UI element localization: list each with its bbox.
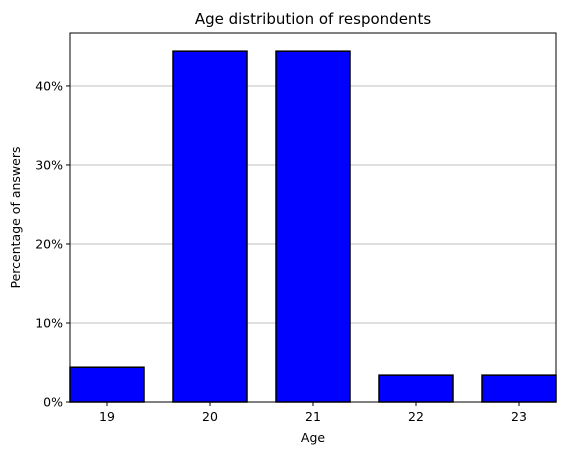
y-axis-label: Percentage of answers bbox=[8, 147, 23, 289]
x-tick-label: 19 bbox=[99, 409, 115, 424]
bar-20 bbox=[172, 50, 248, 403]
bar-22 bbox=[378, 374, 454, 403]
x-tick-label: 22 bbox=[408, 409, 424, 424]
bar-23 bbox=[481, 374, 557, 403]
y-tick-label: 40% bbox=[35, 78, 63, 93]
y-axis-ticks: 0% 10% 20% 30% 40% bbox=[35, 78, 70, 410]
bars bbox=[69, 50, 557, 403]
bar-19 bbox=[69, 366, 145, 403]
x-tick-label: 21 bbox=[305, 409, 321, 424]
x-axis-ticks: 19 20 21 22 23 bbox=[99, 402, 527, 424]
y-tick-label: 20% bbox=[35, 236, 63, 251]
y-tick-label: 10% bbox=[35, 315, 63, 330]
y-tick-label: 0% bbox=[43, 395, 63, 410]
bar-21 bbox=[275, 50, 351, 403]
x-tick-label: 23 bbox=[511, 409, 527, 424]
chart-title: Age distribution of respondents bbox=[195, 10, 431, 28]
y-tick-label: 30% bbox=[35, 157, 63, 172]
x-axis-label: Age bbox=[301, 430, 325, 445]
x-tick-label: 20 bbox=[202, 409, 218, 424]
